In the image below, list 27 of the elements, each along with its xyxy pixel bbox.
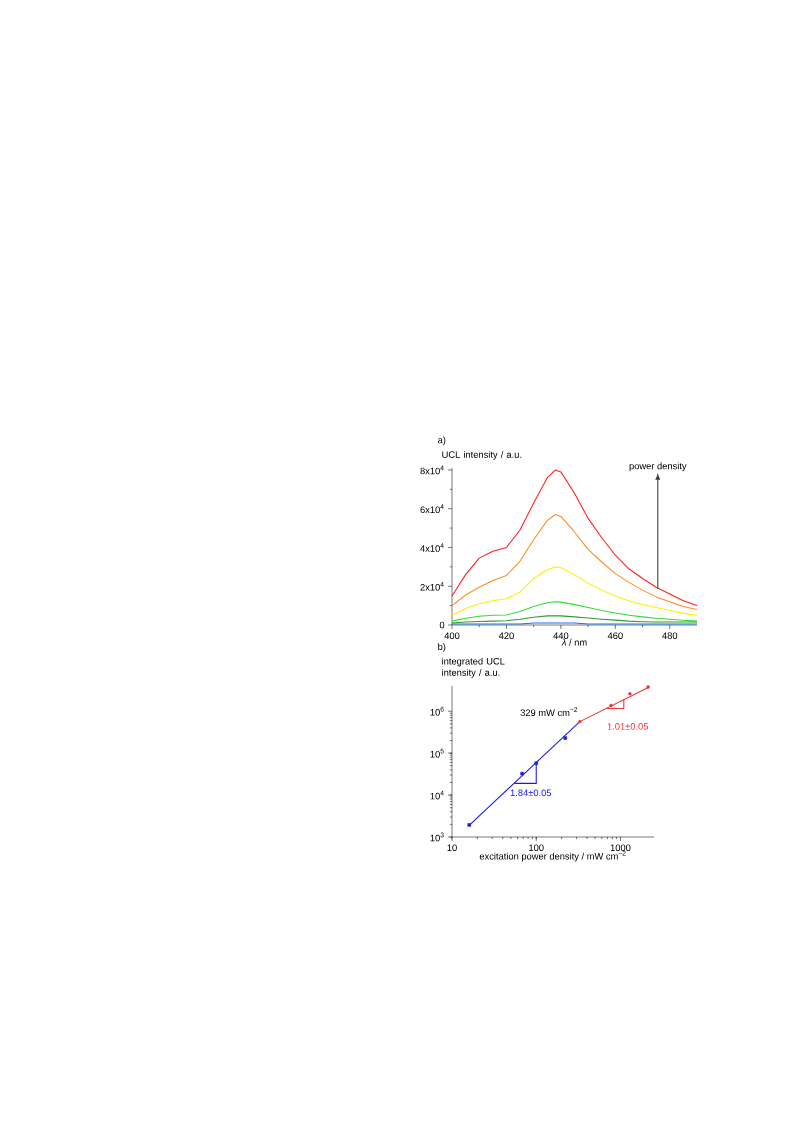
y-axis-title: integrated UCL intensity / a.u.: [442, 657, 505, 678]
x-tick-label: 480: [662, 632, 678, 639]
x-axis-title: excitation power density / mW cm$^{−2}$: [479, 850, 626, 862]
annotation: 1.84±0.05: [510, 789, 552, 797]
annotation: 1.01±0.05: [607, 723, 649, 730]
x-tick-label: 100: [529, 844, 544, 851]
y-tick-label: 0: [439, 621, 445, 629]
y-tick-label: 10$^{5}$: [430, 748, 444, 758]
x-tick-label: 10: [447, 844, 457, 851]
y-tick-label: 2x10$^{4}$: [420, 581, 444, 591]
y-tick-label: 10$^{4}$: [430, 790, 444, 800]
y-tick-label: 10$^{3}$: [430, 832, 444, 842]
y-tick-label: 4x10$^{4}$: [420, 543, 444, 552]
y-tick-label: 10$^{6}$: [430, 706, 444, 716]
annotation: 329 mW cm$^{−2}$: [520, 707, 578, 717]
y-tick-label: 8x10$^{4}$: [420, 465, 444, 475]
y-tick-label: 6x10$^{4}$: [420, 504, 444, 514]
chart-title: b): [438, 643, 446, 652]
chart-title: a): [438, 436, 446, 446]
x-tick-label: 440: [553, 632, 569, 639]
x-axis-title: λ / nm: [561, 638, 587, 646]
x-tick-label: 420: [498, 632, 514, 639]
x-tick-label: 1000: [610, 844, 631, 851]
annotation: power density: [629, 462, 687, 472]
y-axis-title: UCL intensity / a.u.: [442, 451, 522, 460]
x-tick-label: 460: [607, 632, 623, 639]
x-tick-label: 400: [444, 632, 460, 639]
